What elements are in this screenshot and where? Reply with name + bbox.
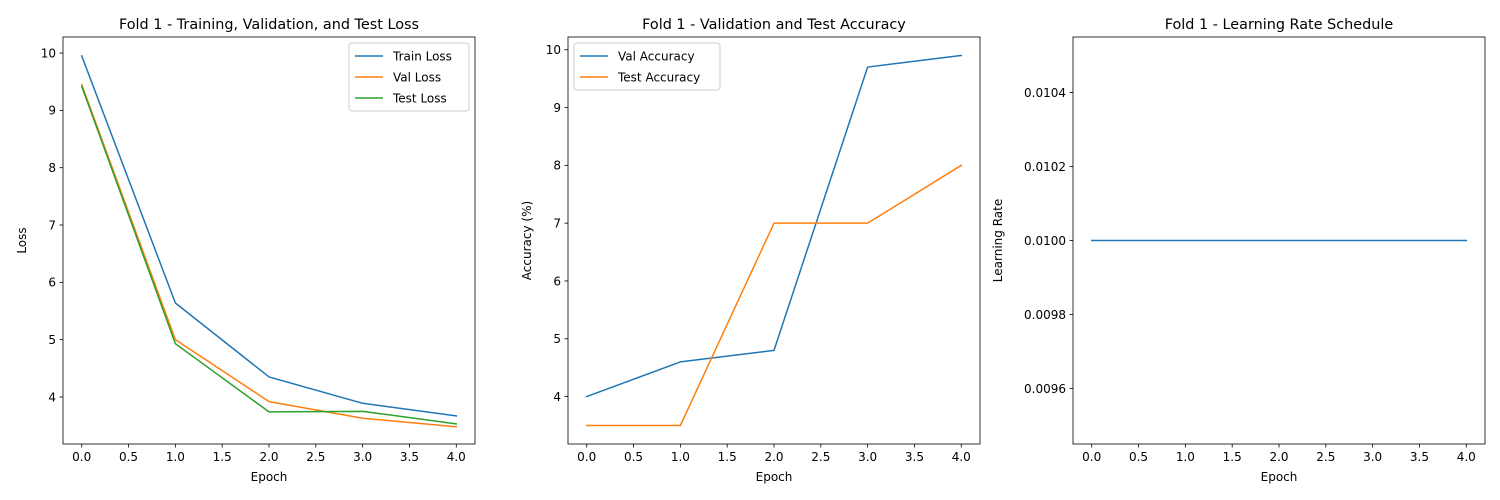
chart-title: Fold 1 - Learning Rate Schedule [1165, 17, 1394, 33]
series-line-1 [585, 54, 963, 398]
x-tick-label: 4.0 [1457, 450, 1476, 464]
legend-label: Test Loss [392, 91, 447, 105]
y-tick-label: 4 [553, 390, 561, 404]
x-tick-label: 1.0 [671, 450, 690, 464]
x-tick-label: 0.5 [1129, 450, 1148, 464]
plot-frame [567, 36, 981, 445]
y-tick-label: 4 [48, 390, 56, 404]
x-tick-label: 1.5 [718, 450, 737, 464]
x-tick-label: 2.0 [259, 450, 278, 464]
legend-box [348, 42, 470, 112]
legend-label: Test Accuracy [617, 70, 700, 84]
chart-panel-3: 0.0 0.5 1.0 1.5 2.0 2.5 3.0 3.5 4.0 0.0096 0.0098 0… [991, 17, 1486, 484]
x-tick-label: 1.0 [1176, 450, 1195, 464]
x-tick-label: 0.5 [119, 450, 138, 464]
x-tick-label: 1.5 [213, 450, 232, 464]
series-line-2 [585, 164, 963, 427]
x-axis-label: Epoch [756, 470, 793, 484]
legend: Val Accuracy Test Accuracy [573, 42, 721, 91]
y-axis-label: Loss [15, 227, 29, 253]
x-axis-label: Epoch [1261, 470, 1298, 484]
x-tick-label: 0.5 [624, 450, 643, 464]
x-tick-label: 2.5 [306, 450, 325, 464]
chart-panel-2: 0.0 0.5 1.0 1.5 2.0 2.5 3.0 3.5 4.0 4 5 6 7 8 9 10 Fold … [520, 17, 981, 484]
y-tick-label: 10 [41, 46, 56, 60]
x-tick-label: 0.0 [1082, 450, 1101, 464]
x-tick-label: 2.0 [764, 450, 783, 464]
legend-label: Val Accuracy [618, 49, 695, 63]
chart-panel-1: 0.0 0.5 1.0 1.5 2.0 2.5 3.0 3.5 4.0 4 5 6 7 8 9 10 Fold … [15, 17, 476, 484]
x-tick-label: 3.0 [1363, 450, 1382, 464]
y-tick-label: 6 [48, 276, 56, 290]
x-tick-label: 4.0 [447, 450, 466, 464]
x-tick-label: 3.5 [400, 450, 419, 464]
legend-label: Train Loss [392, 49, 452, 63]
y-tick-label: 5 [48, 333, 56, 347]
series-line-1 [80, 54, 458, 417]
legend-box [573, 42, 721, 91]
y-tick-label: 0.0102 [1024, 160, 1066, 174]
x-tick-label: 1.5 [1223, 450, 1242, 464]
x-axis-label: Epoch [251, 470, 288, 484]
x-tick-label: 3.5 [905, 450, 924, 464]
y-tick-label: 5 [553, 332, 561, 346]
y-axis-label: Learning Rate [991, 199, 1005, 282]
y-tick-label: 7 [553, 216, 561, 230]
x-tick-label: 1.0 [166, 450, 185, 464]
x-tick-label: 0.0 [72, 450, 91, 464]
y-tick-label: 8 [553, 159, 561, 173]
chart-title: Fold 1 - Validation and Test Accuracy [642, 17, 906, 33]
x-tick-label: 2.5 [811, 450, 830, 464]
y-tick-label: 8 [48, 161, 56, 175]
x-tick-label: 2.5 [1316, 450, 1335, 464]
series-line-3 [80, 85, 458, 425]
x-tick-label: 4.0 [952, 450, 971, 464]
y-tick-label: 7 [48, 218, 56, 232]
series-line-2 [80, 83, 458, 428]
x-tick-label: 3.5 [1410, 450, 1429, 464]
legend: Train Loss Val Loss Test Loss [348, 42, 470, 112]
y-tick-label: 9 [48, 104, 56, 118]
x-tick-label: 0.0 [577, 450, 596, 464]
y-tick-label: 0.0100 [1024, 234, 1066, 248]
y-tick-label: 0.0096 [1024, 382, 1066, 396]
chart-title: Fold 1 - Training, Validation, and Test … [119, 17, 419, 33]
y-tick-label: 0.0098 [1024, 308, 1066, 322]
y-tick-label: 9 [553, 101, 561, 115]
legend-label: Val Loss [393, 70, 441, 84]
x-tick-label: 3.0 [858, 450, 877, 464]
y-tick-label: 0.0104 [1024, 86, 1066, 100]
y-axis-label: Accuracy (%) [520, 201, 534, 280]
y-tick-label: 6 [553, 274, 561, 288]
y-tick-label: 10 [546, 43, 561, 57]
x-tick-label: 2.0 [1269, 450, 1288, 464]
x-tick-label: 3.0 [353, 450, 372, 464]
